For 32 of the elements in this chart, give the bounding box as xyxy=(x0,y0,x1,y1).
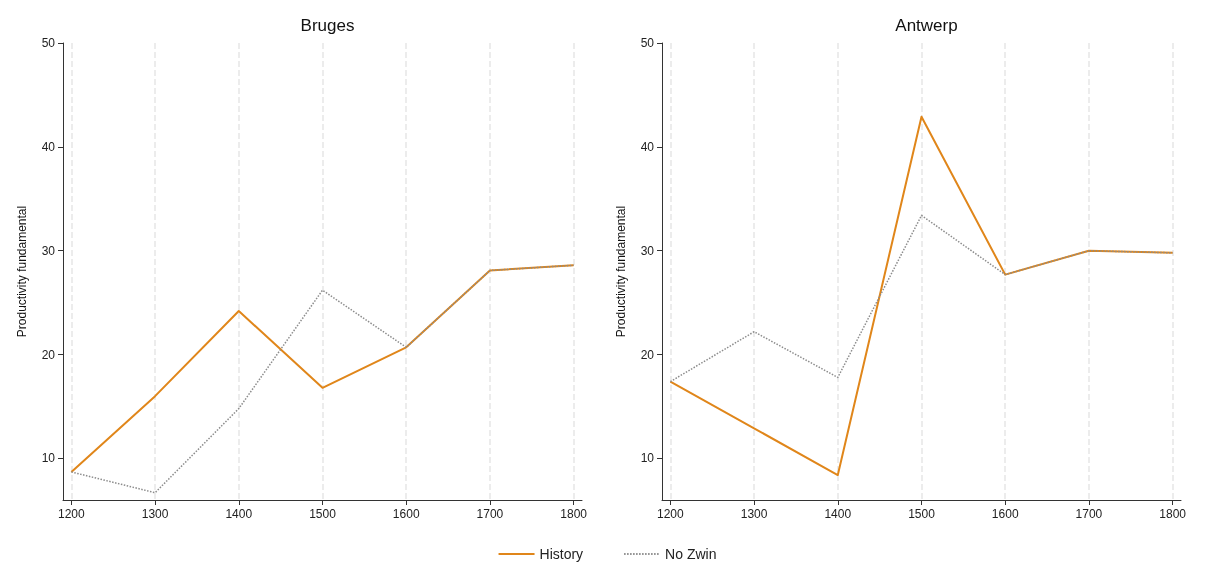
y-tick-label: 10 xyxy=(640,451,655,466)
x-tick-label: 1300 xyxy=(141,507,169,521)
y-tick-label: 50 xyxy=(640,36,655,50)
y-tick-label: 50 xyxy=(41,36,56,50)
x-tick-label: 1600 xyxy=(392,507,420,521)
x-tick-label: 1500 xyxy=(908,507,936,521)
legend-label: No Zwin xyxy=(665,546,717,562)
y-tick-label: 20 xyxy=(640,347,655,362)
y-tick-label: 10 xyxy=(41,451,56,466)
chart-title: Bruges xyxy=(300,16,355,35)
line-series xyxy=(669,115,1174,477)
x-tick-label: 1700 xyxy=(476,507,504,521)
y-tick-label: 40 xyxy=(41,139,56,154)
x-tick-label: 1300 xyxy=(740,507,768,521)
legend-label: History xyxy=(539,546,584,562)
x-tick-label: 1800 xyxy=(560,507,588,521)
x-tick-label: 1200 xyxy=(657,507,685,521)
x-tick-label: 1800 xyxy=(1159,507,1187,521)
x-tick-label: 1700 xyxy=(1075,507,1103,521)
y-axis-title: Productivity fundamental xyxy=(15,205,29,338)
y-tick-label: 30 xyxy=(640,243,655,258)
x-tick-label: 1600 xyxy=(991,507,1019,521)
x-tick-label: 1500 xyxy=(309,507,337,521)
line-series xyxy=(669,214,1174,383)
x-tick-label: 1400 xyxy=(225,507,253,521)
chart-title: Antwerp xyxy=(895,16,958,35)
x-tick-label: 1400 xyxy=(824,507,852,521)
y-tick-label: 30 xyxy=(41,243,56,258)
y-axis-title: Productivity fundamental xyxy=(614,205,628,338)
x-tick-label: 1200 xyxy=(58,507,86,521)
y-tick-label: 20 xyxy=(41,347,56,362)
y-tick-label: 40 xyxy=(640,139,655,154)
